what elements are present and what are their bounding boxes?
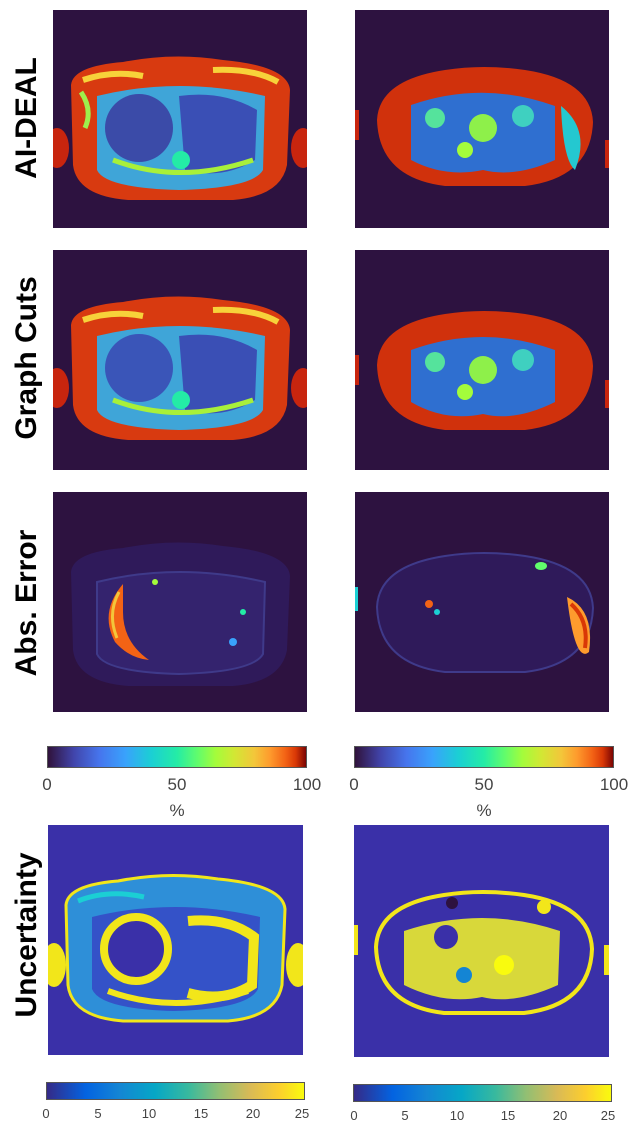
uncertainty-abdomen-image <box>354 825 609 1057</box>
fat-colorbar-right-tick: 0 <box>349 775 359 794</box>
ai-deal-chest-image <box>53 10 307 228</box>
uncertainty-colorbar-left-tick: 20 <box>245 1106 261 1121</box>
uncertainty-colorbar-right <box>353 1084 612 1102</box>
row-label-abs-error: Abs. Error <box>10 529 43 677</box>
uncertainty-colorbar-left-tick: 5 <box>94 1106 102 1121</box>
fat-fraction-colorbar-left <box>47 746 307 768</box>
abs-error-chest-image <box>53 492 307 712</box>
uncertainty-colorbar-right-tick: 5 <box>401 1108 409 1123</box>
row-label-graph-cuts: Graph Cuts <box>10 276 43 440</box>
uncertainty-colorbar-left-tick: 0 <box>42 1106 50 1121</box>
uncertainty-colorbar-left-tick: 25 <box>294 1106 310 1121</box>
uncertainty-chest-image <box>48 825 303 1055</box>
row-label-ai-deal: AI-DEAL <box>10 57 43 179</box>
graph-cuts-chest-image <box>53 250 307 470</box>
uncertainty-colorbar-right-tick: 20 <box>552 1108 568 1123</box>
uncertainty-colorbar-left <box>46 1082 305 1100</box>
fat-colorbar-left-tick: 100 <box>292 775 322 794</box>
fat-colorbar-left-tick: 50 <box>167 775 187 794</box>
fat-colorbar-right-unit: % <box>476 801 492 820</box>
uncertainty-colorbar-right-tick: 15 <box>500 1108 516 1123</box>
uncertainty-colorbar-right-tick: 25 <box>600 1108 616 1123</box>
row-label-uncertainty: Uncertainty <box>10 852 43 1018</box>
uncertainty-colorbar-left-tick: 15 <box>193 1106 209 1121</box>
fat-fraction-colorbar-right <box>354 746 614 768</box>
uncertainty-colorbar-right-tick: 0 <box>350 1108 358 1123</box>
fat-colorbar-right-tick: 100 <box>599 775 629 794</box>
uncertainty-colorbar-left-tick: 10 <box>141 1106 157 1121</box>
ai-deal-abdomen-image <box>355 10 609 228</box>
fat-colorbar-right-tick: 50 <box>474 775 494 794</box>
fat-colorbar-left-tick: 0 <box>42 775 52 794</box>
abs-error-abdomen-image <box>355 492 609 712</box>
graph-cuts-abdomen-image <box>355 250 609 470</box>
fat-colorbar-left-unit: % <box>169 801 185 820</box>
uncertainty-colorbar-right-tick: 10 <box>449 1108 465 1123</box>
